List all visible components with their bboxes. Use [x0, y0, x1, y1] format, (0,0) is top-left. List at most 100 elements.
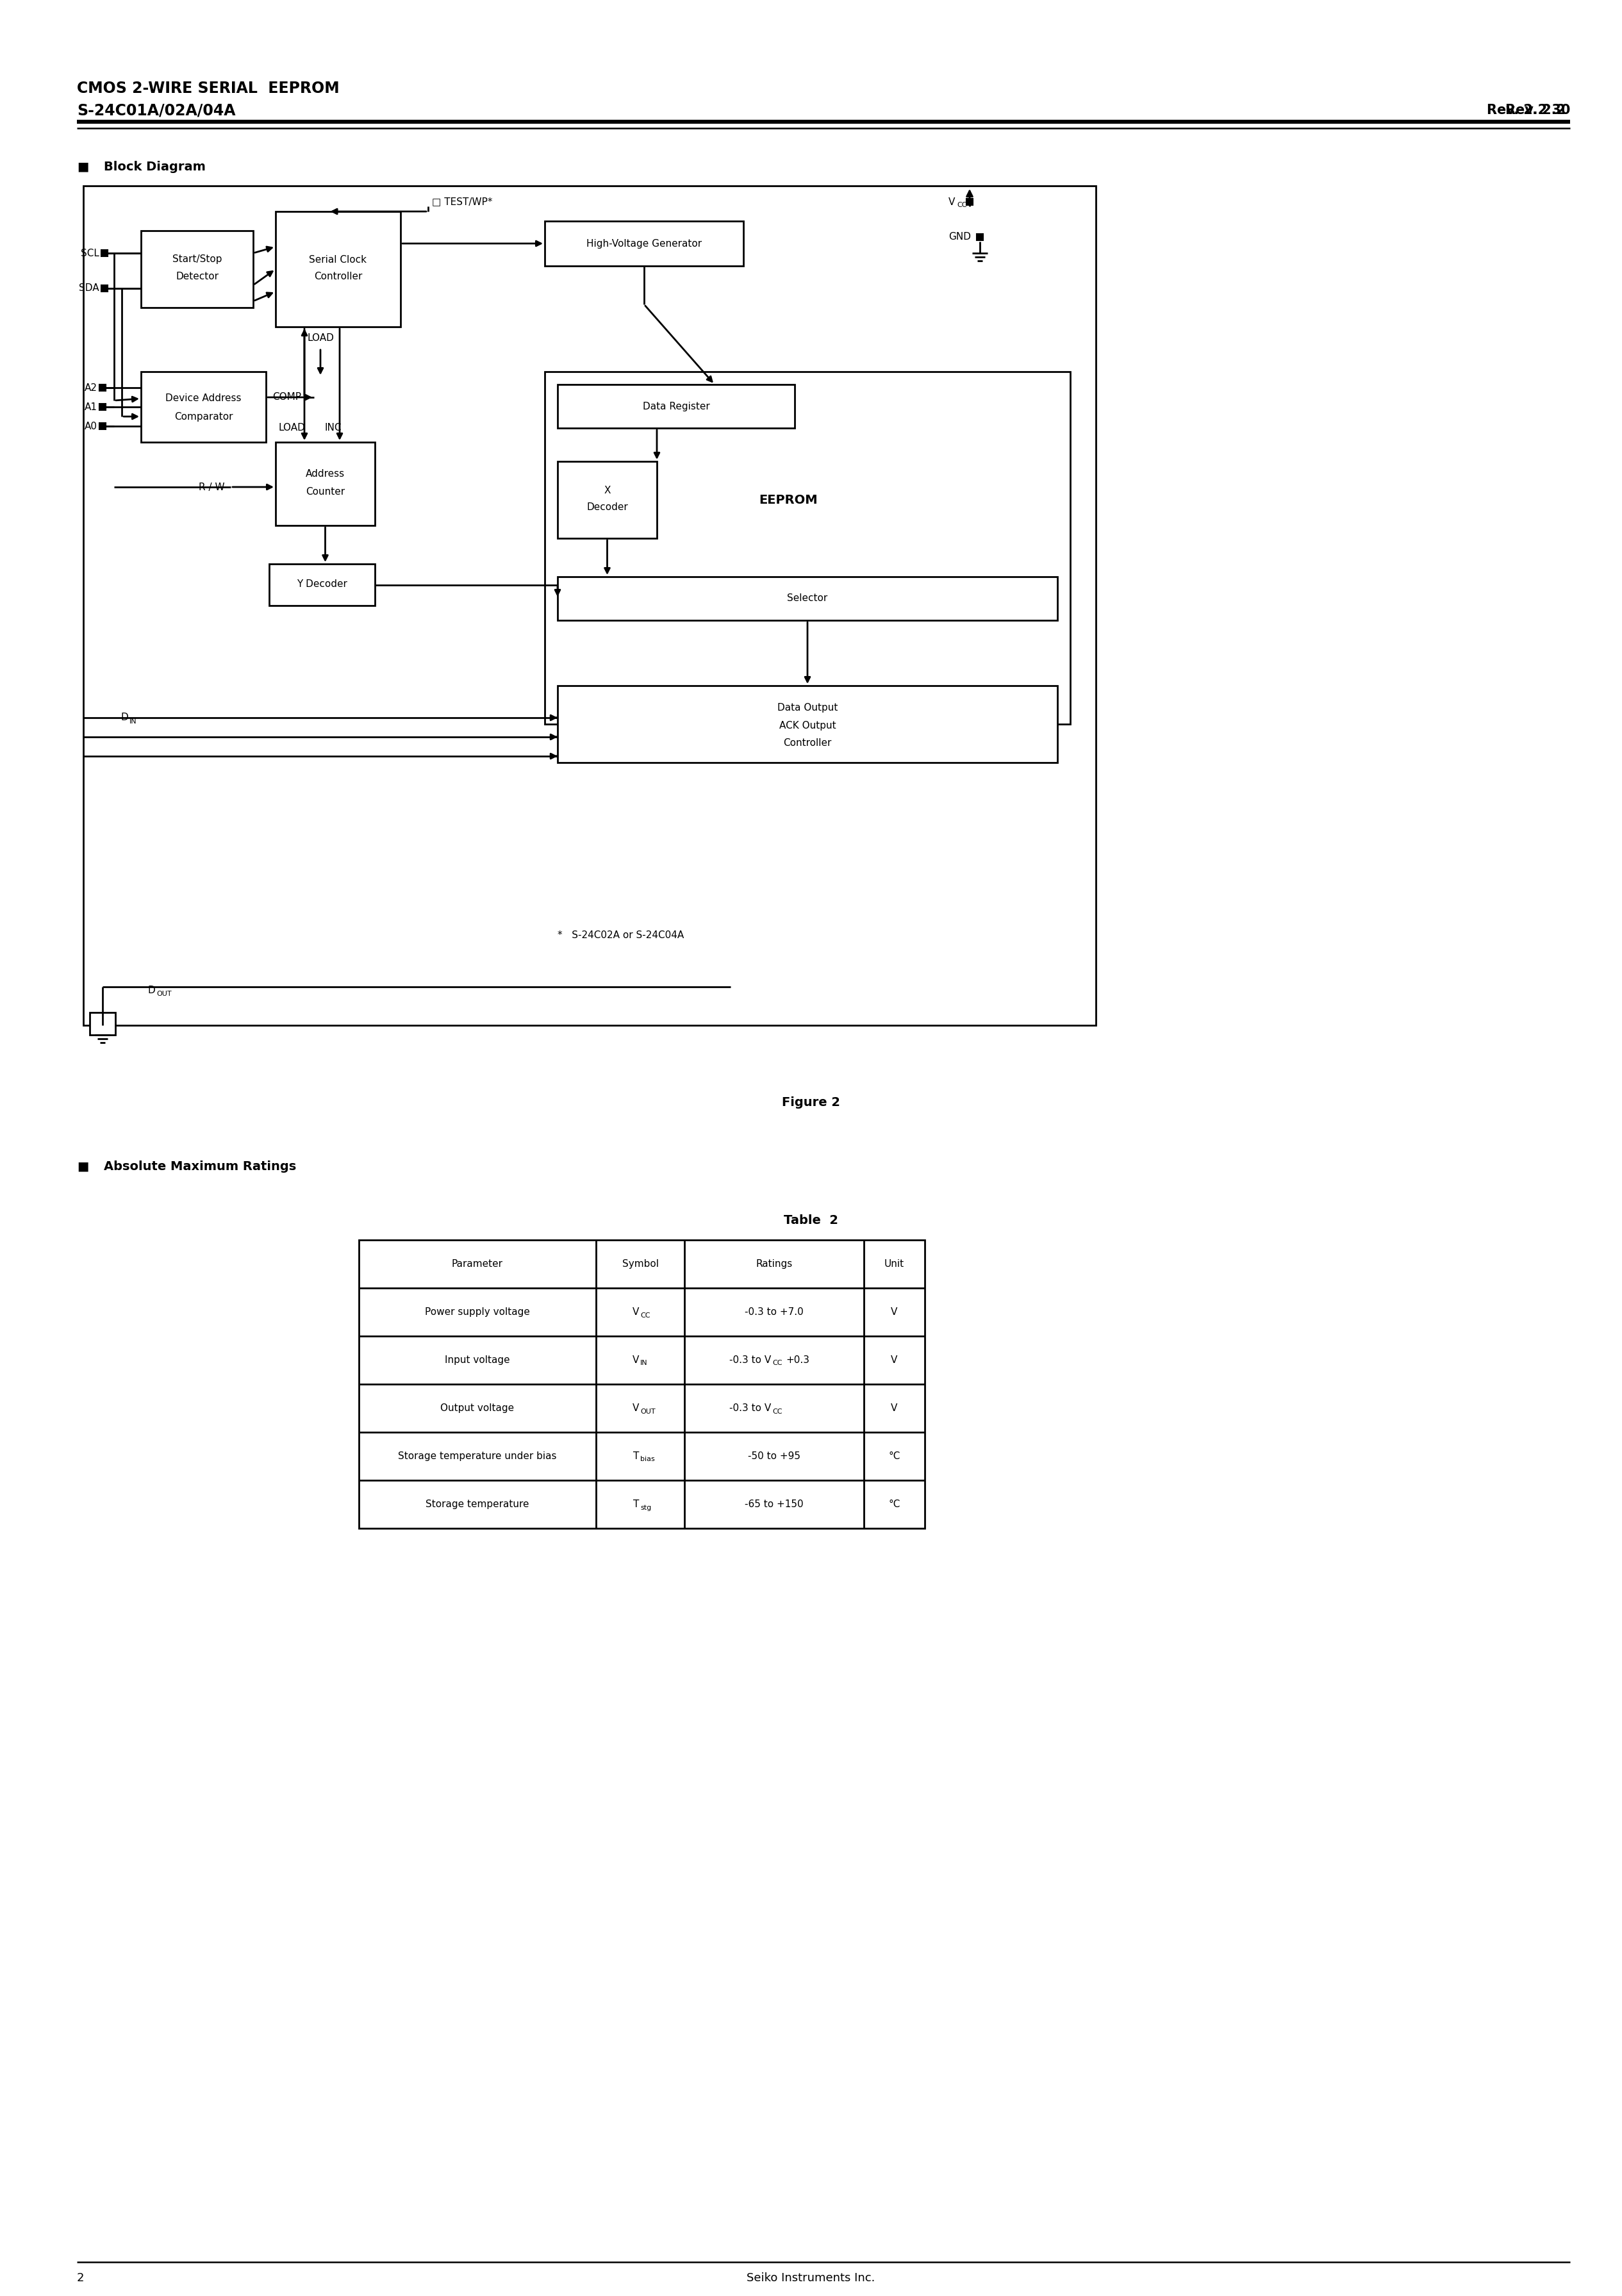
Text: Address: Address [305, 468, 345, 480]
Bar [558, 687, 1058, 762]
Text: INC: INC [324, 422, 342, 434]
Text: ■: ■ [76, 1159, 89, 1173]
Text: ACK Output: ACK Output [779, 721, 835, 730]
Text: V: V [633, 1306, 639, 1318]
Text: Unit: Unit [884, 1258, 905, 1270]
Text: High-Voltage Generator: High-Voltage Generator [586, 239, 702, 248]
Bar [976, 234, 983, 241]
Text: Serial Clock: Serial Clock [310, 255, 367, 264]
Text: IN: IN [130, 719, 136, 726]
Bar [99, 422, 105, 429]
Text: CC: CC [772, 1407, 782, 1414]
Bar [358, 1240, 925, 1529]
Text: Figure 2: Figure 2 [782, 1095, 840, 1109]
Text: -50 to +95: -50 to +95 [748, 1451, 800, 1460]
Bar [89, 1013, 115, 1035]
Text: Y Decoder: Y Decoder [297, 579, 347, 590]
Bar [967, 200, 973, 204]
Text: CMOS 2-WIRE SERIAL  EEPROM: CMOS 2-WIRE SERIAL EEPROM [76, 80, 339, 96]
Text: D: D [120, 712, 128, 723]
Text: Data Register: Data Register [642, 402, 710, 411]
Text: Symbol: Symbol [621, 1258, 659, 1270]
Text: Seiko Instruments Inc.: Seiko Instruments Inc. [746, 2273, 876, 2285]
Text: 2: 2 [76, 2273, 84, 2285]
Bar [101, 250, 107, 257]
Text: A1: A1 [84, 402, 97, 411]
Text: Start/Stop: Start/Stop [172, 255, 222, 264]
Text: □ TEST/WP*: □ TEST/WP* [431, 197, 493, 207]
Bar [141, 372, 266, 443]
Text: V: V [890, 1355, 897, 1364]
Text: Storage temperature under bias: Storage temperature under bias [397, 1451, 556, 1460]
Text: Device Address: Device Address [165, 395, 242, 404]
Text: Absolute Maximum Ratings: Absolute Maximum Ratings [104, 1159, 297, 1173]
Text: T: T [633, 1451, 639, 1460]
Text: *   S-24C02A or S-24C04A: * S-24C02A or S-24C04A [558, 930, 684, 941]
Text: Power supply voltage: Power supply voltage [425, 1306, 530, 1318]
Text: Controller: Controller [315, 271, 362, 282]
Text: SDA: SDA [79, 282, 99, 294]
Text: Ratings: Ratings [756, 1258, 793, 1270]
Text: Table  2: Table 2 [783, 1215, 839, 1226]
Bar [276, 443, 375, 526]
Text: -0.3 to +7.0: -0.3 to +7.0 [744, 1306, 803, 1318]
Bar [545, 372, 1071, 723]
Text: +0.3: +0.3 [785, 1355, 809, 1364]
Text: A0: A0 [84, 422, 97, 432]
Text: Counter: Counter [305, 487, 345, 496]
Bar [83, 186, 1096, 1026]
Text: Parameter: Parameter [453, 1258, 503, 1270]
Text: CC: CC [772, 1359, 782, 1366]
Text: V: V [633, 1355, 639, 1364]
Text: Rev. 2.2 30: Rev. 2.2 30 [1486, 103, 1570, 117]
Text: °C: °C [889, 1499, 900, 1508]
Bar [558, 461, 657, 537]
Text: OUT: OUT [641, 1407, 655, 1414]
Text: Input voltage: Input voltage [444, 1355, 509, 1364]
Text: OUT: OUT [156, 990, 172, 996]
Text: SCL: SCL [81, 248, 99, 257]
Text: Controller: Controller [783, 739, 832, 748]
Bar [141, 230, 253, 308]
Text: -0.3 to V: -0.3 to V [730, 1355, 770, 1364]
Bar [545, 220, 743, 266]
Bar [99, 404, 105, 411]
Text: COMP: COMP [272, 393, 302, 402]
Text: Detector: Detector [175, 271, 219, 282]
Text: stg: stg [641, 1504, 652, 1511]
Bar [276, 211, 401, 326]
Text: A2: A2 [84, 383, 97, 393]
Text: V: V [633, 1403, 639, 1412]
Text: °C: °C [889, 1451, 900, 1460]
Text: Rev. 2.2: Rev. 2.2 [1505, 103, 1570, 117]
Text: LOAD: LOAD [307, 333, 334, 342]
Text: S-24C01A/02A/04A: S-24C01A/02A/04A [76, 103, 235, 117]
Text: V: V [890, 1403, 897, 1412]
Text: Comparator: Comparator [174, 411, 234, 422]
Text: Storage temperature: Storage temperature [425, 1499, 529, 1508]
Text: Data Output: Data Output [777, 703, 837, 712]
Bar [99, 383, 105, 390]
Text: GND: GND [949, 232, 972, 241]
Text: V: V [949, 197, 955, 207]
Text: bias: bias [641, 1456, 655, 1463]
Text: Decoder: Decoder [587, 503, 628, 512]
Text: -65 to +150: -65 to +150 [744, 1499, 803, 1508]
Text: EEPROM: EEPROM [759, 494, 817, 505]
Text: LOAD: LOAD [277, 422, 305, 434]
Text: ■: ■ [76, 161, 89, 172]
Text: -0.3 to V: -0.3 to V [730, 1403, 770, 1412]
Text: Output voltage: Output voltage [441, 1403, 514, 1412]
Text: IN: IN [641, 1359, 647, 1366]
Bar [558, 383, 795, 427]
Bar [558, 576, 1058, 620]
Text: Selector: Selector [787, 595, 827, 604]
Text: X: X [603, 484, 610, 496]
Text: D: D [148, 985, 156, 994]
Text: Block Diagram: Block Diagram [104, 161, 206, 172]
Bar [269, 565, 375, 606]
Text: T: T [633, 1499, 639, 1508]
Bar [101, 285, 107, 292]
Text: V: V [890, 1306, 897, 1318]
Text: R / W: R / W [198, 482, 224, 491]
